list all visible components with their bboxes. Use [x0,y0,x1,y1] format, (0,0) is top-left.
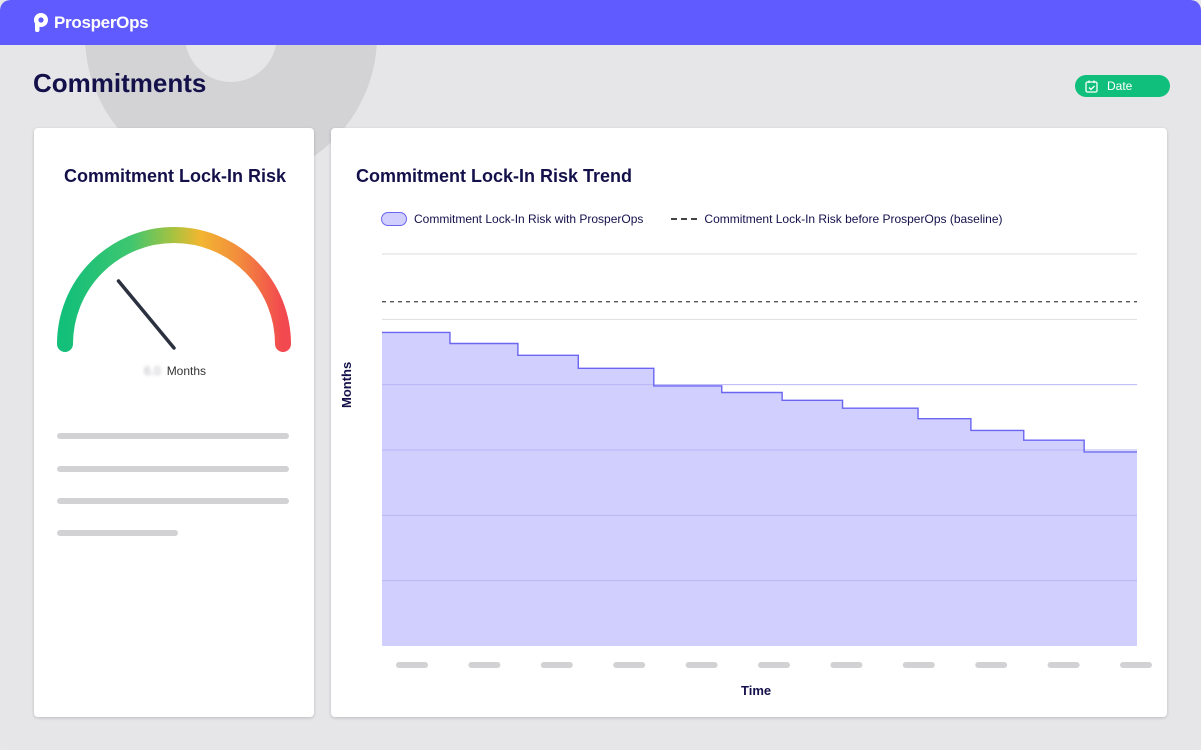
x-tick-placeholder [468,662,501,668]
placeholder-line [57,530,178,536]
x-tick-placeholder [613,662,646,668]
y-axis-label: Months [339,361,354,408]
series-area-with-prosperops [382,332,1137,646]
prosperops-logo-icon [34,12,48,32]
top-bar: ProsperOps [0,0,1201,45]
x-tick-placeholder [902,662,935,668]
x-tick-placeholder [396,662,428,668]
lock-in-risk-card: Commitment Lock-In Risk 6.0 Months [34,128,314,717]
x-tick-placeholder [758,662,790,668]
date-button[interactable]: Date [1075,75,1170,97]
x-tick-placeholder [975,662,1008,668]
legend-swatch-filled [381,212,407,226]
legend-swatch-dashed [671,218,698,220]
lock-in-risk-trend-card: Commitment Lock-In Risk Trend Commitment… [331,128,1167,717]
placeholder-line [57,466,289,472]
placeholder-line [57,498,289,504]
chart-legend: Commitment Lock-In Risk with ProsperOps … [381,212,1003,226]
legend-label: Commitment Lock-In Risk with ProsperOps [414,212,644,226]
x-axis-label: Time [741,683,772,698]
gauge-needle [116,279,176,350]
calendar-check-icon [1085,80,1098,93]
gauge-value-number: 6.0 [144,364,161,378]
gauge-arc [57,227,291,352]
legend-item-baseline[interactable]: Commitment Lock-In Risk before ProsperOp… [671,212,1003,226]
gauge-value-unit: Months [166,364,207,378]
page-title: Commitments [33,68,207,98]
gauge-card-title: Commitment Lock-In Risk [64,166,287,186]
x-tick-placeholder [830,662,863,668]
x-tick-placeholder [1120,662,1152,668]
brand-logo[interactable]: ProsperOps [33,12,149,33]
risk-gauge [57,227,291,352]
legend-label: Commitment Lock-In Risk before ProsperOp… [704,212,1003,226]
trend-chart [382,253,1152,668]
series-line-with-prosperops [382,331,1137,453]
brand-name: ProsperOps [54,12,149,32]
legend-item-with-prosperops[interactable]: Commitment Lock-In Risk with ProsperOps [381,212,643,226]
date-button-label: Date [1107,79,1133,93]
placeholder-line [57,433,289,439]
x-tick-placeholder [685,662,718,668]
x-tick-placeholder [1047,662,1080,668]
gauge-value: 6.0 Months [144,364,206,378]
trend-card-title: Commitment Lock-In Risk Trend [356,166,633,186]
x-tick-placeholder [540,662,573,668]
